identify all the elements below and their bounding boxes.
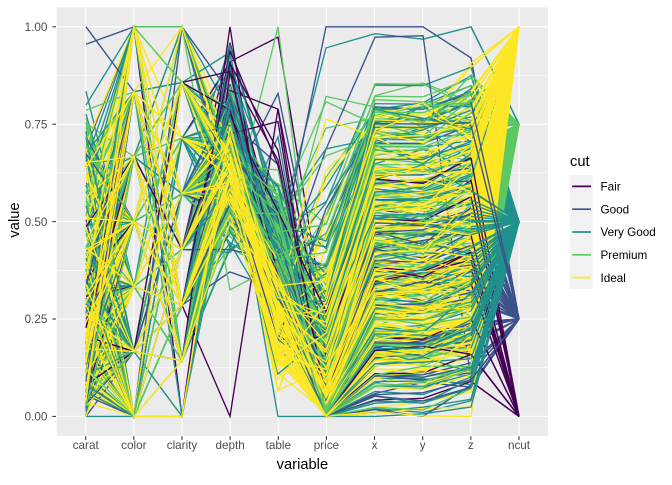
svg-text:carat: carat <box>73 439 100 452</box>
svg-text:clarity: clarity <box>167 439 198 452</box>
svg-text:Premium: Premium <box>601 249 648 262</box>
svg-text:x: x <box>372 439 378 452</box>
svg-text:depth: depth <box>215 439 244 452</box>
svg-text:ncut: ncut <box>508 439 531 452</box>
svg-text:0.75: 0.75 <box>25 118 48 131</box>
svg-text:table: table <box>266 439 291 452</box>
svg-text:Good: Good <box>601 203 630 216</box>
svg-text:Fair: Fair <box>601 181 621 194</box>
svg-text:z: z <box>468 439 474 452</box>
svg-text:price: price <box>314 439 339 452</box>
svg-text:Very Good: Very Good <box>601 226 656 239</box>
svg-text:y: y <box>420 439 426 452</box>
svg-text:0.25: 0.25 <box>25 313 48 326</box>
svg-text:Ideal: Ideal <box>601 272 626 285</box>
svg-text:0.00: 0.00 <box>25 411 48 424</box>
svg-text:value: value <box>7 202 23 237</box>
svg-text:cut: cut <box>570 154 590 170</box>
svg-text:color: color <box>121 439 146 452</box>
svg-text:1.00: 1.00 <box>25 21 48 34</box>
svg-text:0.50: 0.50 <box>25 216 48 229</box>
svg-text:variable: variable <box>277 457 328 473</box>
